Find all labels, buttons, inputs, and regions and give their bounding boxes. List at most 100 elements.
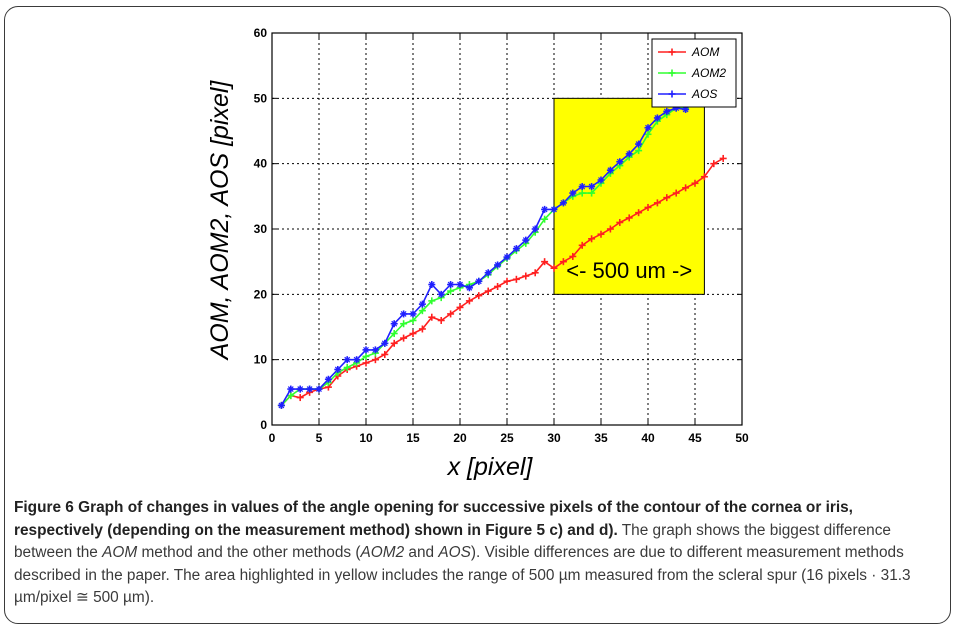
data-point-aos: [362, 346, 370, 354]
data-point-aom: [550, 264, 558, 272]
marker-d2: [466, 284, 473, 291]
data-point-aos: [494, 261, 502, 269]
marker-d2: [381, 340, 388, 347]
marker-d2: [663, 108, 670, 115]
data-point-aom: [400, 334, 408, 342]
data-point-aos: [465, 284, 473, 292]
marker-d2: [410, 311, 416, 317]
data-point-aos: [315, 385, 323, 393]
marker-d2: [626, 150, 633, 157]
marker-d2: [494, 262, 501, 268]
data-point-aom: [428, 313, 436, 321]
marker-d2: [457, 281, 463, 288]
data-point-aos: [324, 375, 332, 383]
highlight-region: <- 500 um ->: [553, 97, 705, 295]
data-point-aom: [663, 194, 671, 202]
data-point-aom: [541, 258, 549, 266]
data-point-aos: [334, 365, 342, 373]
data-point-aos: [531, 225, 539, 233]
marker-d2: [569, 190, 576, 196]
marker-d2: [579, 183, 586, 190]
caption-aos: AOS: [438, 544, 471, 561]
x-tick-label: 40: [641, 431, 655, 445]
data-point-aos: [597, 176, 605, 184]
data-point-aom: [503, 277, 511, 285]
series-group: [277, 104, 727, 409]
data-point-aos: [456, 281, 464, 289]
data-point-aos: [390, 320, 398, 328]
data-point-aom: [625, 214, 633, 222]
y-tick-label: 60: [254, 26, 268, 40]
legend-label-aos: AOS: [691, 87, 717, 101]
data-point-aos: [484, 269, 492, 277]
caption-title: Figure 6 Graph of changes in values of t…: [14, 499, 853, 539]
data-point-aos: [277, 401, 285, 409]
data-point-aos: [588, 183, 596, 191]
data-point-aom: [588, 235, 596, 243]
marker-d2: [645, 124, 651, 131]
x-tick-label: 30: [547, 431, 561, 445]
highlight-rect: [553, 97, 705, 295]
data-point-aom: [512, 275, 520, 283]
data-point-aom: [371, 356, 379, 364]
data-point-aos: [635, 140, 643, 148]
data-point-aom: [597, 230, 605, 238]
data-point-aom2: [635, 147, 643, 155]
y-tick-label: 0: [260, 418, 267, 432]
marker-d2: [560, 199, 567, 206]
data-point-aos: [569, 189, 577, 197]
y-tick-label: 10: [254, 353, 268, 367]
highlight-label: <- 500 um ->: [566, 258, 692, 283]
data-point-aos: [522, 236, 530, 244]
caption-aom: AOM: [102, 544, 138, 561]
x-tick-label: 0: [269, 431, 276, 445]
marker-d2: [551, 206, 557, 213]
marker-d2: [287, 386, 294, 392]
marker-d2: [419, 301, 426, 308]
figure-caption: Figure 6 Graph of changes in values of t…: [14, 497, 939, 610]
marker-d2: [344, 356, 351, 363]
data-point-aom: [475, 292, 483, 300]
marker-d2: [353, 356, 360, 363]
x-tick-label: 25: [500, 431, 514, 445]
data-point-aom: [531, 269, 539, 277]
data-point-aom: [362, 359, 370, 367]
data-point-aom: [418, 325, 426, 333]
data-point-aos: [653, 114, 661, 122]
data-point-aos: [428, 281, 436, 289]
data-point-aos: [400, 310, 408, 318]
marker-d2: [306, 386, 313, 392]
y-axis-label: AOM, AOM2, AOS [pixel]: [206, 80, 234, 362]
data-point-aos: [287, 385, 295, 393]
data-point-aom2: [447, 287, 455, 295]
marker-d2: [428, 281, 435, 288]
data-point-aom2: [644, 130, 652, 138]
x-axis-label: x [pixel]: [447, 453, 534, 481]
data-point-aom: [381, 350, 389, 358]
data-point-aos: [418, 300, 426, 308]
x-tick-label: 50: [735, 431, 749, 445]
data-point-aom: [456, 303, 464, 311]
data-point-aom: [569, 252, 577, 260]
line-chart: <- 500 um -> 0 5 10 15 20 25 30 35 40 45 50 0 10 20 30…: [206, 26, 749, 481]
data-point-aom2: [428, 297, 436, 305]
data-point-aos: [559, 199, 567, 207]
x-tick-label: 35: [594, 431, 608, 445]
tick-labels: 0 5 10 15 20 25 30 35 40 45 50 0 10 20 30 40 50 60: [254, 26, 749, 445]
data-point-aom2: [418, 307, 426, 315]
marker-d2: [588, 183, 595, 190]
legend-label-aom: AOM: [691, 45, 719, 59]
data-point-aom: [296, 394, 304, 402]
marker-d2: [297, 386, 304, 392]
data-point-aos: [616, 158, 624, 166]
data-point-aom2: [588, 189, 596, 197]
data-point-aos: [353, 356, 361, 364]
marker-d2: [541, 206, 548, 213]
marker-d2: [438, 291, 445, 298]
data-point-aom: [710, 160, 718, 168]
marker-d2: [485, 269, 492, 276]
data-point-aos: [512, 245, 520, 253]
marker-d2: [391, 320, 398, 327]
data-point-aom: [606, 225, 614, 233]
caption-text-1: The graph shows the biggest difference b…: [14, 521, 891, 562]
